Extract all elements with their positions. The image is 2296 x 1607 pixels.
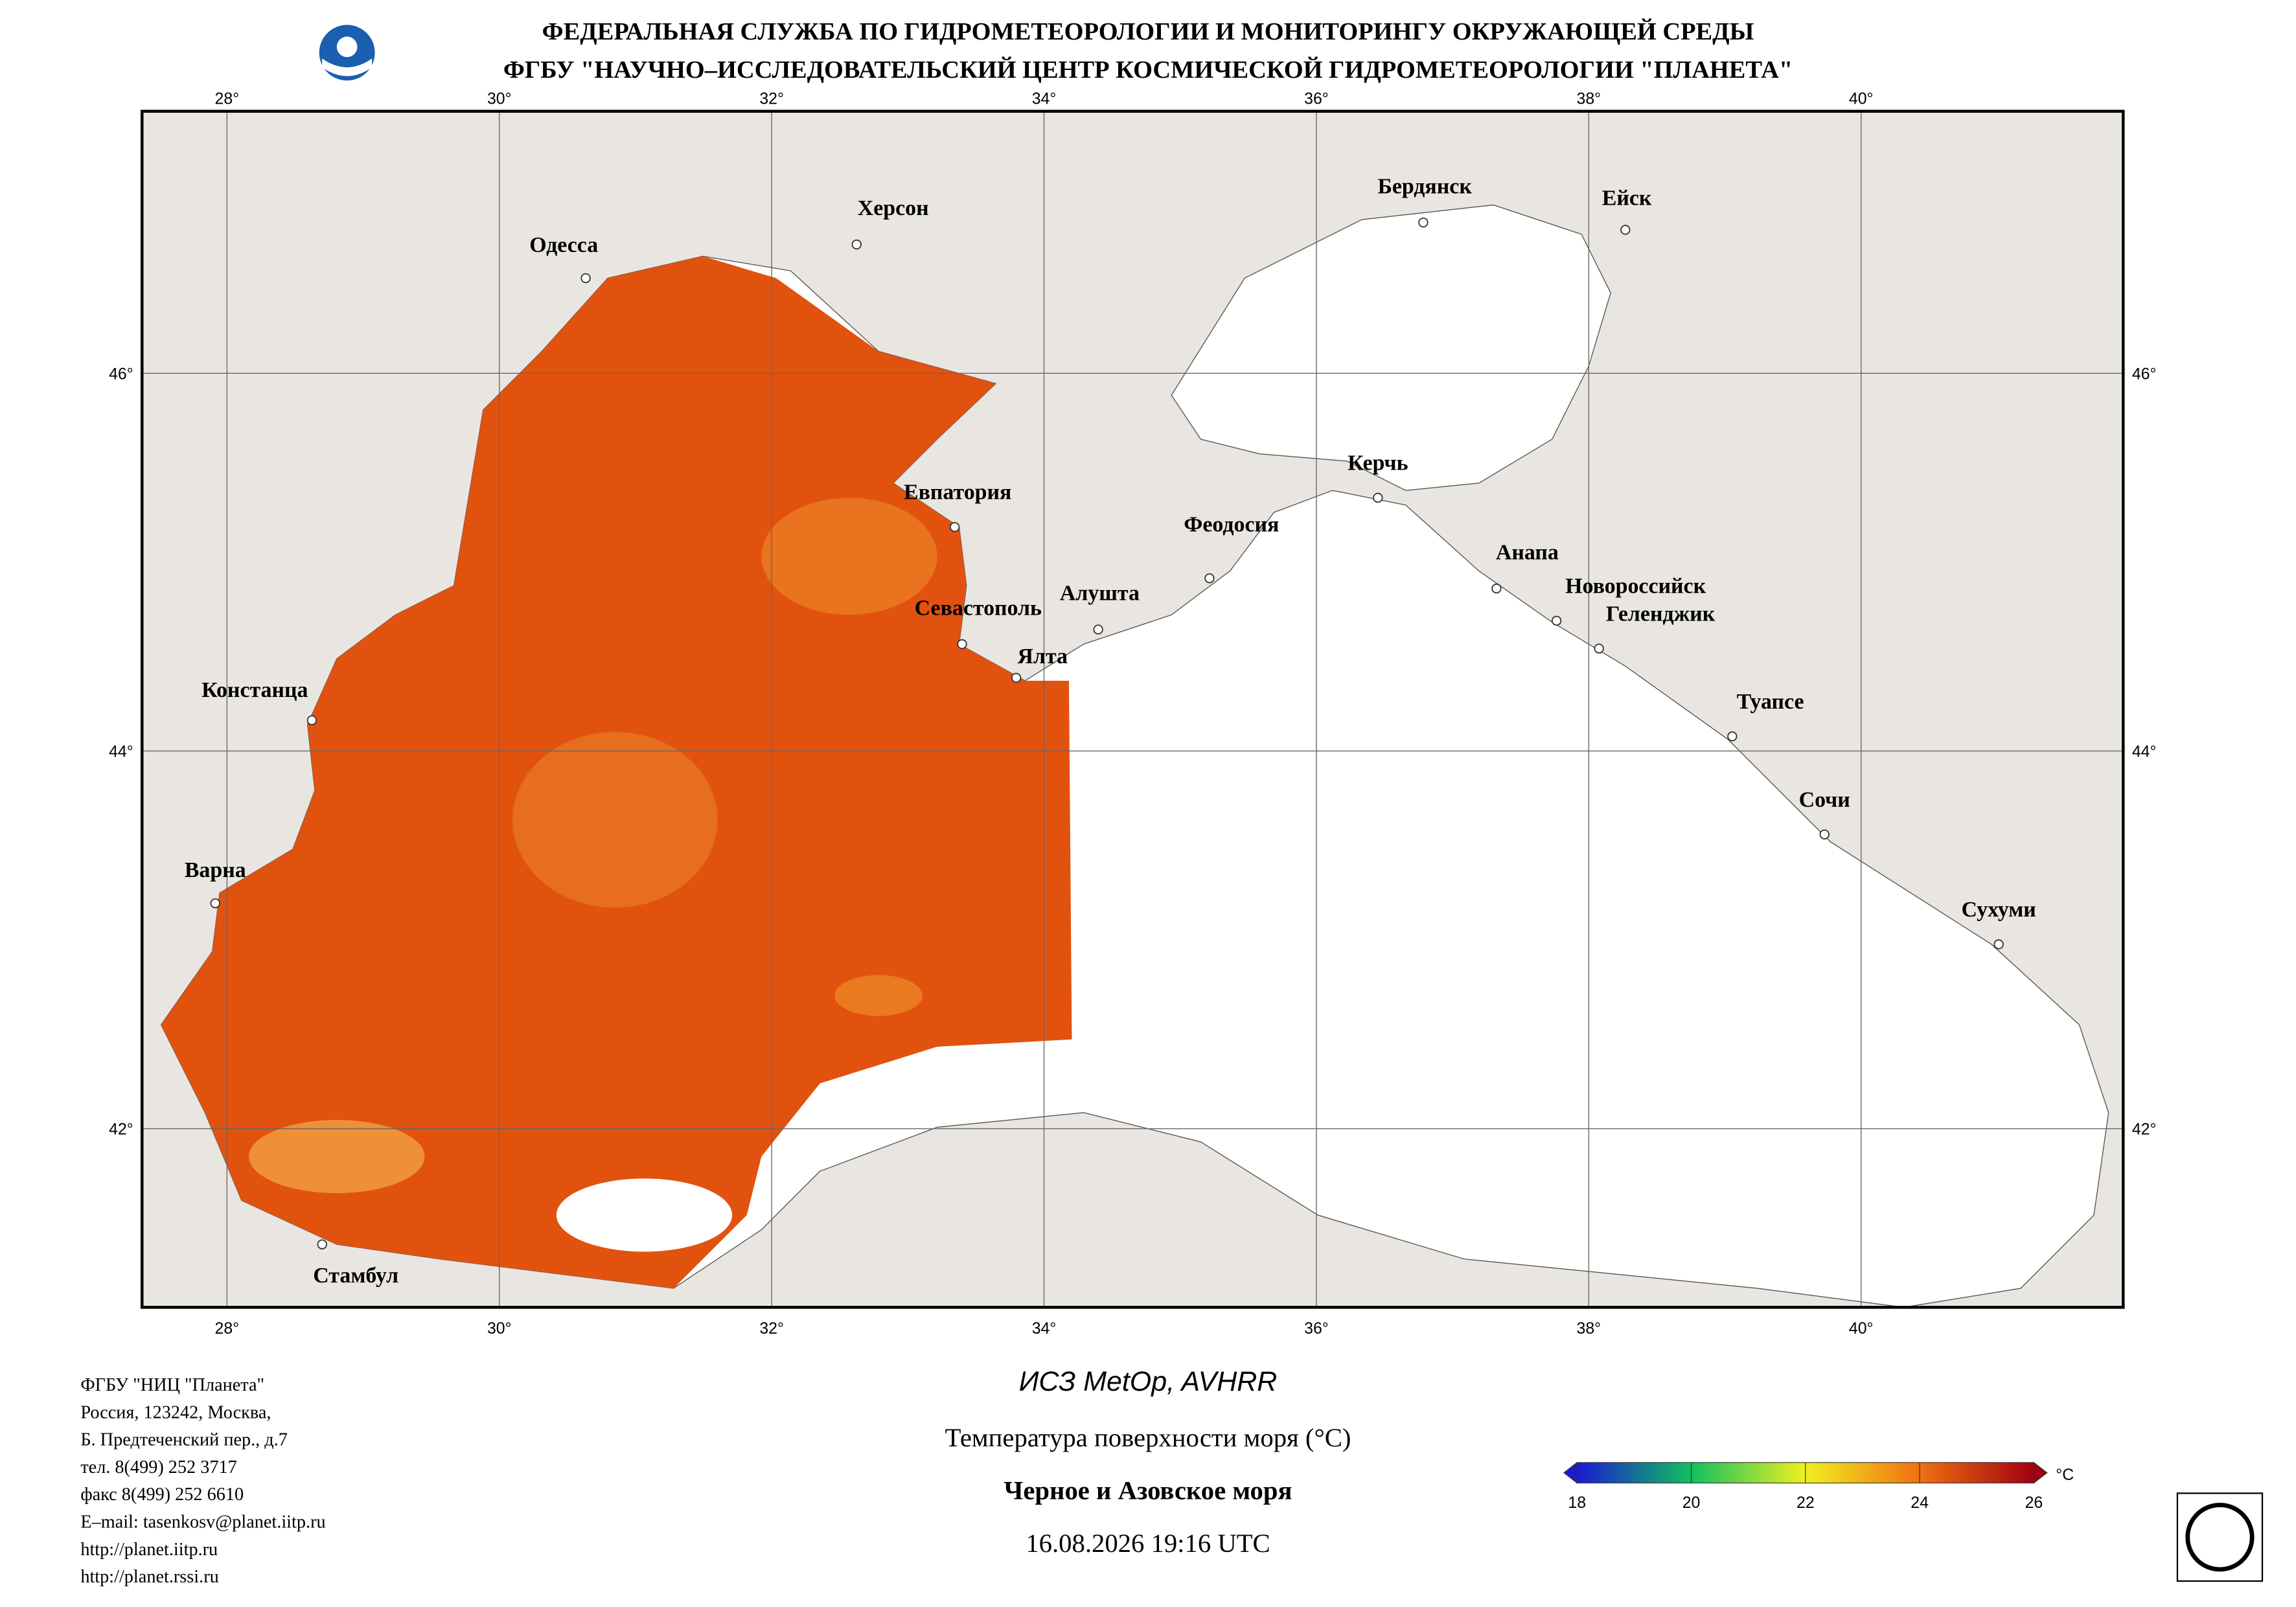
lon-tick-label: 36°	[1304, 89, 1329, 108]
lon-tick-label: 38°	[1577, 1319, 1601, 1338]
colorbar-end	[1563, 1461, 1578, 1484]
city-marker	[1418, 217, 1429, 228]
sst-anomaly	[761, 497, 937, 615]
city-label: Стамбул	[313, 1264, 398, 1288]
city-label: Сочи	[1799, 788, 1850, 812]
lon-tick-label: 30°	[487, 1319, 512, 1338]
contact-line: E–mail: tasenkosv@planet.iitp.ru	[80, 1512, 325, 1532]
colorbar-tick-label: 22	[1797, 1494, 1815, 1512]
lon-tick-label: 40°	[1849, 89, 1874, 108]
city-label: Анапа	[1496, 540, 1559, 564]
city-marker	[1011, 672, 1022, 683]
iso-badge	[2176, 1492, 2264, 1582]
logo	[319, 25, 375, 81]
contact-line: тел. 8(499) 252 3717	[80, 1457, 236, 1477]
azov-sea	[1171, 204, 1611, 491]
lon-tick-label: 38°	[1577, 89, 1601, 108]
city-marker	[949, 521, 960, 532]
city-marker	[317, 1239, 327, 1249]
city-marker	[1819, 829, 1830, 839]
cloud-mask	[556, 1178, 733, 1252]
lat-tick-label: 42°	[2132, 1121, 2157, 1139]
contact-line: ФГБУ "НИЦ "Планета"	[80, 1375, 264, 1395]
lon-tick-label: 30°	[487, 89, 512, 108]
lat-tick-label: 46°	[109, 365, 133, 383]
contact-line: Россия, 123242, Москва,	[80, 1402, 271, 1422]
lat-tick-label: 44°	[109, 743, 133, 761]
contact-line: факс 8(499) 252 6610	[80, 1485, 244, 1505]
city-marker	[1993, 939, 2004, 950]
city-marker	[1491, 583, 1502, 594]
city-marker	[1727, 731, 1738, 742]
header-line: ФЕДЕРАЛЬНАЯ СЛУЖБА ПО ГИДРОМЕТЕОРОЛОГИИ …	[542, 18, 1754, 45]
city-label: Констанца	[201, 678, 308, 702]
city-label: Сухуми	[1961, 898, 2036, 922]
city-marker	[1204, 573, 1215, 584]
city-label: Одесса	[529, 233, 598, 257]
satellite: ИСЗ MetOp, AVHRR	[1019, 1366, 1278, 1397]
city-label: Бердянск	[1377, 174, 1472, 198]
contact-line: http://planet.iitp.ru	[80, 1540, 218, 1560]
city-marker	[957, 639, 967, 650]
city-marker	[851, 239, 862, 250]
lon-tick-label: 34°	[1032, 89, 1057, 108]
city-marker	[1620, 225, 1631, 235]
city-marker	[1551, 615, 1562, 626]
city-label: Алушта	[1060, 582, 1140, 606]
city-marker	[1594, 643, 1604, 654]
city-label: Севастополь	[915, 596, 1042, 620]
city-label: Керчь	[1348, 451, 1408, 475]
city-label: Новороссийск	[1565, 574, 1706, 598]
city-label: Херсон	[858, 196, 929, 220]
contact-line: http://planet.rssi.ru	[80, 1567, 218, 1587]
city-label: Туапсе	[1737, 690, 1804, 714]
lat-tick-label: 44°	[2132, 743, 2157, 761]
lat-tick-label: 42°	[109, 1121, 133, 1139]
city-label: Ялта	[1018, 644, 1068, 668]
header-line: ФГБУ "НАУЧНО–ИССЛЕДОВАТЕЛЬСКИЙ ЦЕНТР КОС…	[503, 56, 1793, 84]
region: Черное и Азовское моря	[1004, 1476, 1292, 1505]
colorbar-tick-label: 18	[1568, 1494, 1586, 1512]
city-label: Ейск	[1602, 186, 1652, 210]
lon-tick-label: 32°	[759, 1319, 784, 1338]
city-label: Геленджик	[1606, 602, 1716, 626]
colorbar-unit: °C	[2056, 1466, 2074, 1484]
sst-anomaly	[834, 975, 923, 1016]
city-marker	[580, 273, 591, 284]
city-marker	[1373, 492, 1383, 503]
lon-tick-label: 28°	[215, 1319, 240, 1338]
datetime: 16.08.2026 19:16 UTC	[1026, 1529, 1270, 1558]
lon-tick-label: 36°	[1304, 1319, 1329, 1338]
city-marker	[306, 715, 317, 725]
colorbar-tick-label: 26	[2025, 1494, 2043, 1512]
lon-tick-label: 40°	[1849, 1319, 1874, 1338]
map-frame	[140, 109, 2125, 1309]
city-label: Евпатория	[904, 481, 1011, 505]
city-label: Феодосия	[1184, 512, 1279, 536]
parameter: Температура поверхности моря (°C)	[945, 1423, 1351, 1452]
lat-tick-label: 46°	[2132, 365, 2157, 383]
colorbar-tick-label: 24	[1911, 1494, 1929, 1512]
lon-tick-label: 28°	[215, 89, 240, 108]
lon-tick-label: 32°	[759, 89, 784, 108]
sst-anomaly	[249, 1120, 425, 1194]
map	[142, 111, 2124, 1308]
lon-tick-label: 34°	[1032, 1319, 1057, 1338]
contact-line: Б. Предтеченский пер., д.7	[80, 1430, 288, 1450]
colorbar-tick-label: 20	[1682, 1494, 1701, 1512]
city-marker	[210, 898, 220, 909]
colorbar-end	[2033, 1461, 2048, 1484]
city-label: Варна	[185, 858, 246, 882]
sst-anomaly	[512, 732, 718, 908]
city-marker	[1093, 624, 1103, 635]
